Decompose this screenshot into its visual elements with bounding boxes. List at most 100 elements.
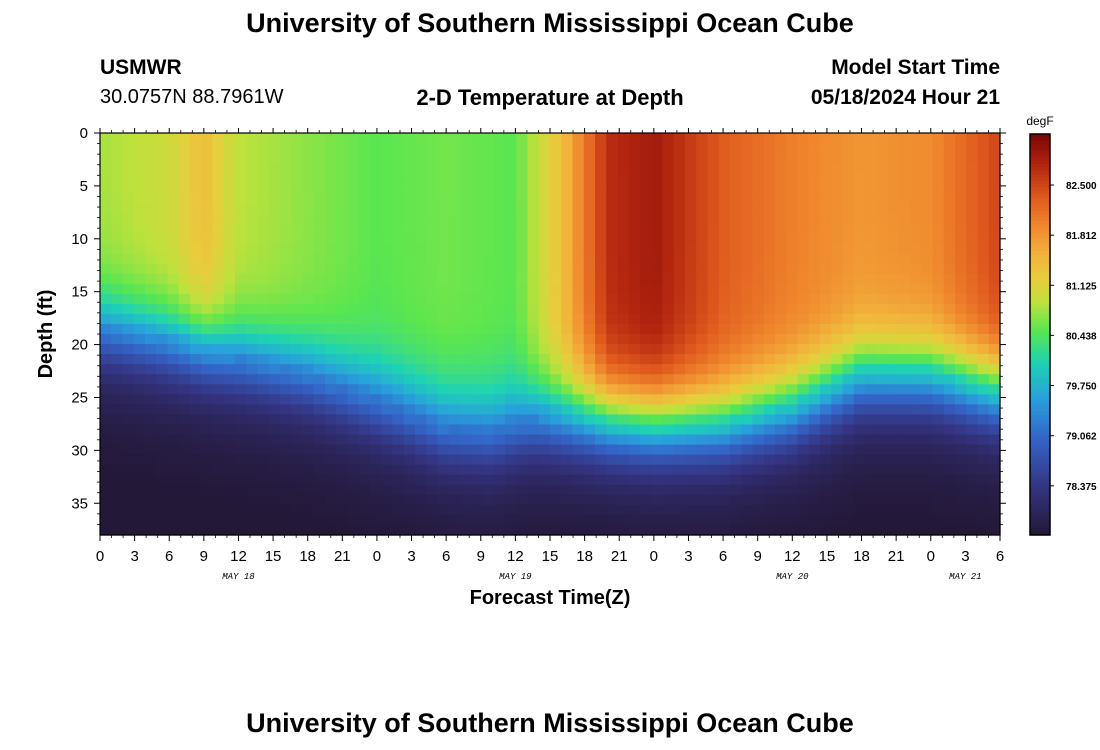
colorbar-segment <box>1030 474 1050 479</box>
heatmap-cell <box>718 223 731 235</box>
heatmap-cell <box>572 183 585 194</box>
heatmap-cell <box>516 414 529 426</box>
heatmap-cell <box>988 334 1001 345</box>
heatmap-cell <box>471 183 484 194</box>
heatmap-cell <box>280 323 292 335</box>
heatmap-cell <box>358 454 371 466</box>
heatmap-cell <box>302 394 315 405</box>
heatmap-cell <box>651 233 664 245</box>
heatmap-cell <box>268 374 281 385</box>
heatmap-cell <box>358 514 371 526</box>
heatmap-cell <box>415 364 427 375</box>
heatmap-cell <box>280 243 292 255</box>
heatmap-cell <box>955 303 967 315</box>
heatmap-cell <box>111 524 124 536</box>
heatmap-cell <box>325 183 337 194</box>
heatmap-cell <box>651 524 664 536</box>
heatmap-cell <box>336 514 349 526</box>
heatmap-cell <box>662 303 675 315</box>
heatmap-cell <box>595 263 607 275</box>
heatmap-cell <box>190 344 202 355</box>
heatmap-cell <box>853 524 866 536</box>
heatmap-cell <box>302 313 315 325</box>
heatmap-cell <box>358 364 371 375</box>
heatmap-cell <box>786 163 799 174</box>
heatmap-cell <box>336 203 349 214</box>
heatmap-cell <box>145 494 157 506</box>
heatmap-cell <box>763 434 776 446</box>
heatmap-cell <box>943 434 956 446</box>
heatmap-cell <box>887 514 900 526</box>
heatmap-cell <box>898 193 911 204</box>
colorbar-label: 81.812 <box>1066 231 1097 242</box>
heatmap-cell <box>988 193 1001 204</box>
heatmap-cell <box>370 133 382 144</box>
heatmap-cell <box>707 193 720 204</box>
heatmap-cell <box>628 464 641 476</box>
heatmap-cell <box>100 404 112 415</box>
heatmap-cell <box>977 374 990 385</box>
heatmap-cell <box>516 464 529 476</box>
colorbar-segment <box>1030 254 1050 259</box>
heatmap-cell <box>358 303 371 315</box>
heatmap-cell <box>325 524 337 536</box>
colorbar-segment <box>1030 448 1050 452</box>
heatmap-cell <box>550 364 562 375</box>
heatmap-cell <box>223 374 236 385</box>
heatmap-cell <box>291 323 304 335</box>
heatmap-cell <box>527 454 540 466</box>
heatmap-cell <box>381 283 394 295</box>
colorbar-segment <box>1030 210 1050 215</box>
heatmap-cell <box>898 464 911 476</box>
heatmap-cell <box>977 514 990 526</box>
heatmap-cell <box>246 494 259 506</box>
heatmap-cell <box>347 504 360 516</box>
heatmap-cell <box>133 283 146 295</box>
heatmap-cell <box>201 313 214 325</box>
heatmap-cell <box>325 193 337 204</box>
heatmap-cell <box>853 223 866 235</box>
heatmap-cell <box>752 143 765 154</box>
heatmap-cell <box>493 384 506 395</box>
heatmap-cell <box>640 313 652 325</box>
heatmap-cell <box>223 323 236 335</box>
heatmap-cell <box>617 213 630 225</box>
heatmap-cell <box>966 293 979 305</box>
heatmap-cell <box>538 524 551 536</box>
colorbar-segment <box>1030 488 1050 493</box>
heatmap-cell <box>583 323 596 335</box>
heatmap-cell <box>966 464 979 476</box>
heatmap-cell <box>291 163 304 174</box>
heatmap-cell <box>775 243 787 255</box>
heatmap-cell <box>617 163 630 174</box>
heatmap-cell <box>527 303 540 315</box>
heatmap-cell <box>797 223 810 235</box>
heatmap-cell <box>167 273 180 285</box>
heatmap-cell <box>651 424 664 436</box>
heatmap-cell <box>448 233 461 245</box>
heatmap-cell <box>595 233 607 245</box>
heatmap-cell <box>932 273 945 285</box>
heatmap-cell <box>268 193 281 204</box>
colorbar-segment <box>1030 137 1050 142</box>
heatmap-cell <box>505 334 517 345</box>
heatmap-cell <box>325 173 337 184</box>
heatmap-cell <box>482 504 495 516</box>
heatmap-cell <box>538 414 551 426</box>
colorbar-segment <box>1030 311 1050 315</box>
heatmap-cell <box>865 464 877 476</box>
heatmap-cell <box>583 213 596 225</box>
heatmap-cell <box>291 444 304 456</box>
colorbar-segment <box>1030 324 1050 329</box>
heatmap-cell <box>730 334 742 345</box>
heatmap-cell <box>955 213 967 225</box>
heatmap-cell <box>718 293 731 305</box>
heatmap-cell <box>865 173 877 184</box>
heatmap-cell <box>730 454 742 466</box>
heatmap-cell <box>865 414 877 426</box>
heatmap-cell <box>955 364 967 375</box>
heatmap-cell <box>617 243 630 255</box>
heatmap-cell <box>685 404 697 415</box>
heatmap-cell <box>876 514 889 526</box>
heatmap-cell <box>561 173 574 184</box>
